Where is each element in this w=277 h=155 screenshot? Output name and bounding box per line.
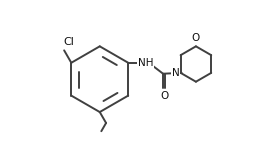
Text: O: O xyxy=(192,33,200,43)
Text: N: N xyxy=(172,68,179,78)
Text: O: O xyxy=(160,91,168,101)
Text: Cl: Cl xyxy=(63,37,74,47)
Text: NH: NH xyxy=(138,58,153,68)
